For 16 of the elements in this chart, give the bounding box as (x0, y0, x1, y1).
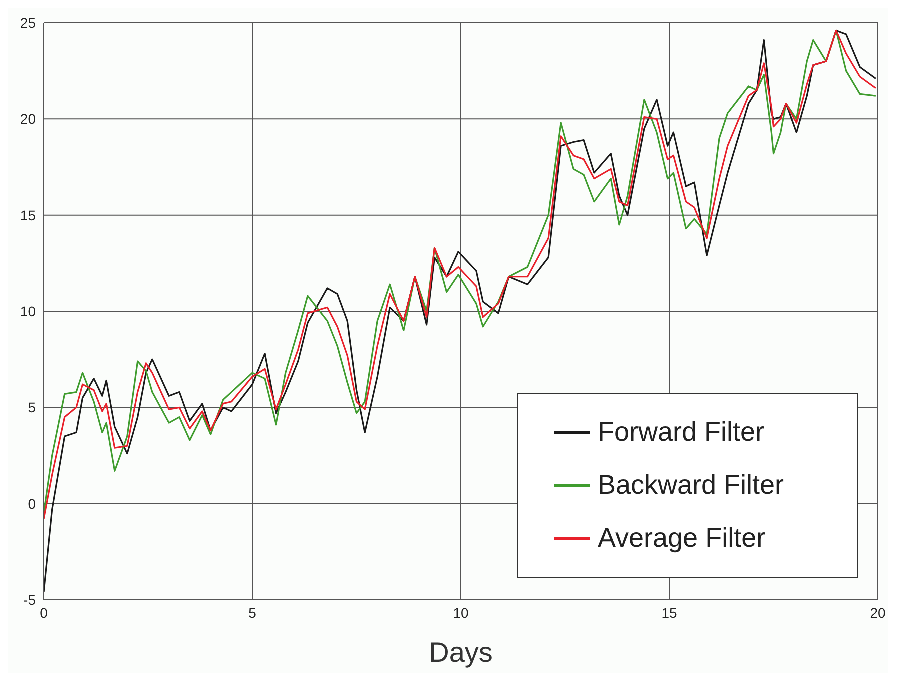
y-tick-label: 20 (20, 111, 36, 128)
x-tick-label: 20 (870, 604, 886, 621)
x-tick-label: 5 (248, 604, 257, 621)
y-tick-label: 15 (20, 207, 36, 224)
y-tick-label: 25 (20, 14, 36, 31)
x-tick-label: 10 (453, 604, 469, 621)
legend-label: Average Filter (598, 523, 766, 554)
legend-label: Backward Filter (598, 470, 784, 501)
x-axis-title: Days (429, 637, 493, 668)
y-tick-label: -5 (24, 592, 36, 608)
y-tick-label: 5 (28, 400, 36, 416)
y-tick-label: 10 (20, 303, 36, 320)
legend-label: Forward Filter (598, 417, 765, 448)
x-tick-label: 0 (40, 604, 48, 621)
x-tick-label: 15 (662, 604, 678, 621)
y-tick-label: 0 (28, 496, 36, 512)
